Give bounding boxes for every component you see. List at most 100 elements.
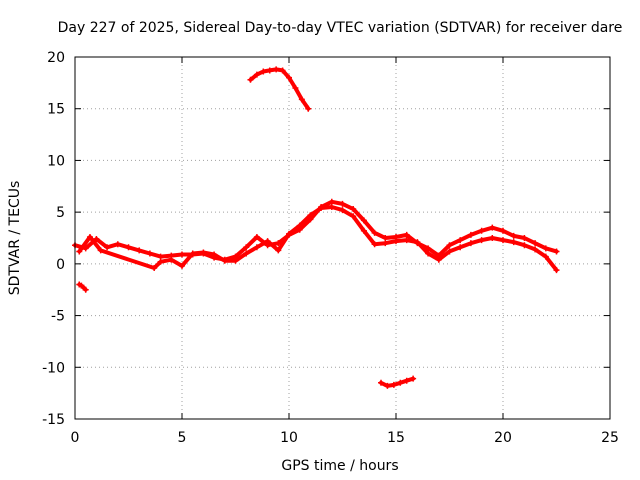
data-point <box>384 382 391 389</box>
data-point <box>296 222 303 229</box>
data-point <box>189 250 196 257</box>
data-point <box>425 245 432 252</box>
data-point <box>114 241 121 248</box>
x-tick-label: 10 <box>280 430 298 446</box>
data-point <box>307 212 314 219</box>
y-tick-label: 10 <box>47 153 65 169</box>
data-point <box>179 262 185 269</box>
chart-title: Day 227 of 2025, Sidereal Day-to-day VTE… <box>58 20 623 36</box>
data-point <box>489 224 496 231</box>
y-tick-label: 20 <box>47 50 65 66</box>
data-point <box>371 229 378 236</box>
data-point <box>275 247 282 254</box>
data-point <box>292 85 299 92</box>
data-point <box>136 247 143 254</box>
data-point <box>446 242 453 249</box>
data-point <box>403 377 410 384</box>
data-point <box>260 68 267 75</box>
data-point <box>104 244 111 251</box>
data-point <box>410 375 417 382</box>
data-point <box>510 232 517 239</box>
data-point <box>76 248 83 255</box>
data-point <box>500 237 506 244</box>
data-point <box>414 239 421 246</box>
data-point <box>382 240 389 247</box>
data-point <box>211 251 218 258</box>
data-point <box>266 67 273 74</box>
x-axis-label: GPS time / hours <box>281 458 398 474</box>
data-point <box>151 264 158 271</box>
x-tick-label: 25 <box>601 430 619 446</box>
data-point <box>397 379 404 386</box>
data-point <box>553 248 560 255</box>
data-point <box>318 205 325 212</box>
data-points <box>72 66 560 389</box>
data-point <box>478 237 485 244</box>
data-point <box>243 244 250 251</box>
data-point <box>403 237 410 244</box>
data-point <box>350 206 357 213</box>
data-point <box>339 207 346 214</box>
y-tick-label: -10 <box>42 360 65 376</box>
y-tick-label: 0 <box>56 257 65 273</box>
data-point <box>521 235 528 241</box>
data-point <box>390 381 397 388</box>
data-point <box>532 246 539 253</box>
data-point <box>403 231 410 238</box>
data-point <box>253 71 260 78</box>
series-line <box>248 67 311 111</box>
y-tick-label: -15 <box>42 412 65 428</box>
data-point <box>221 257 228 264</box>
data-point <box>273 66 280 73</box>
data-point <box>286 74 292 81</box>
data-point <box>521 242 528 249</box>
y-tick-label: 15 <box>47 102 65 118</box>
data-point <box>510 239 517 246</box>
plot-area-border <box>74 56 611 420</box>
data-point <box>328 198 335 205</box>
data-point <box>243 250 250 257</box>
data-point <box>253 244 260 251</box>
data-point <box>232 257 239 264</box>
series-lower-arc <box>378 375 417 389</box>
data-point <box>360 217 367 224</box>
axis-ticks <box>74 56 611 420</box>
series-small-cluster <box>76 281 89 293</box>
data-point <box>286 230 292 237</box>
data-point <box>247 76 254 83</box>
data-point <box>457 244 464 251</box>
data-point <box>279 67 286 74</box>
data-point <box>350 213 357 220</box>
data-point <box>378 379 385 386</box>
x-tick-label: 5 <box>178 430 187 446</box>
data-point <box>253 233 260 240</box>
data-point <box>360 227 367 234</box>
data-point <box>298 96 305 103</box>
x-tick-labels: 0 5 10 15 20 25 <box>71 430 619 446</box>
data-point <box>179 251 185 258</box>
data-point <box>393 238 399 245</box>
data-point <box>93 236 100 243</box>
data-point <box>446 248 453 255</box>
data-point <box>435 256 442 263</box>
data-point <box>305 105 312 112</box>
y-axis-label: SDTVAR / TECUs <box>7 181 23 296</box>
data-point <box>467 240 474 247</box>
data-point <box>339 200 346 207</box>
data-point <box>168 256 175 263</box>
data-point <box>542 253 549 260</box>
y-tick-label: 5 <box>56 205 65 221</box>
data-point <box>500 227 506 234</box>
data-point <box>532 240 539 247</box>
data-point <box>489 235 496 241</box>
data-point <box>157 253 164 260</box>
x-tick-label: 15 <box>387 430 405 446</box>
data-point <box>86 233 93 240</box>
data-point <box>457 237 464 244</box>
x-tick-label: 20 <box>494 430 512 446</box>
data-point <box>157 258 164 265</box>
data-point <box>264 238 271 245</box>
x-tick-label: 0 <box>71 430 80 446</box>
